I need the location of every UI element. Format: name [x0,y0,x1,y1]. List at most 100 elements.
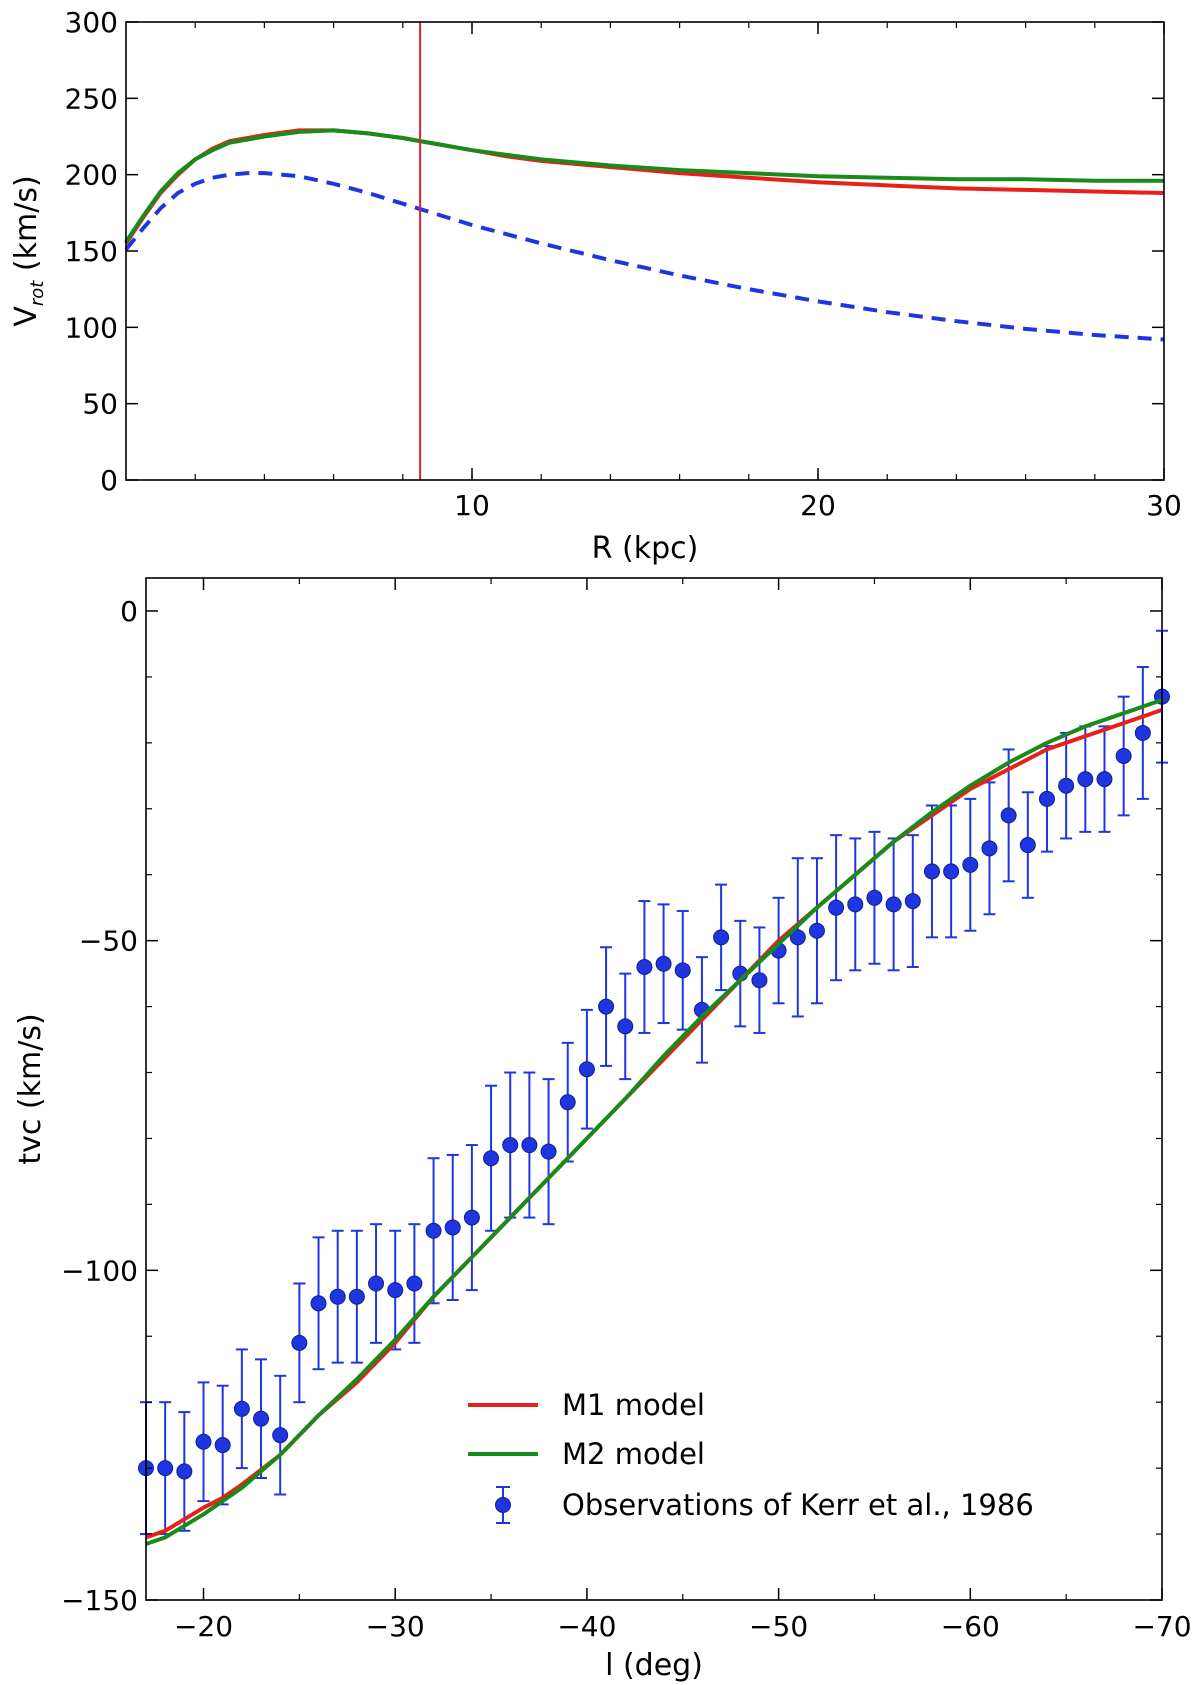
observation-marker [751,972,768,989]
observation-marker [636,959,653,976]
observation-point [1038,745,1055,853]
observation-marker [310,1295,327,1312]
observation-point [617,972,634,1081]
observation-point [502,1071,519,1219]
tvc-panel: −20 −30 −40 −50 −60 −70 0 −50 −100 −150 l (deg) t… [13,577,1192,1683]
observation-marker [502,1137,519,1154]
observation-marker [348,1288,365,1305]
observation-point [808,857,825,1005]
observation-point [329,1229,346,1364]
svg-text:Vrot (km/s): Vrot (km/s) [9,175,48,326]
observation-point [1019,791,1036,899]
observation-marker [713,929,730,946]
observation-marker [1000,807,1017,824]
bottom-y-tick-label: −150 [61,1584,138,1617]
top-x-tick-label: 10 [454,489,490,522]
observation-point [176,1411,193,1532]
observation-marker [425,1222,442,1239]
legend-marker [495,1497,511,1513]
observation-point [559,1041,576,1163]
top-y-axis-title: Vrot (km/s) [9,175,48,326]
observation-marker [847,896,864,913]
observation-marker [674,962,691,979]
observation-marker [1038,790,1055,807]
top-y-tick-label: 150 [65,235,118,268]
observation-point [291,1282,308,1404]
bottom-plot-frame [145,577,1163,1601]
observation-point [425,1157,442,1305]
observation-marker [655,955,672,972]
observation-point [463,1144,480,1292]
bottom-x-tick-label: −20 [174,1610,233,1643]
observation-point [1134,666,1151,800]
observation-marker [1077,771,1094,788]
observation-marker [789,929,806,946]
observation-marker [387,1282,404,1299]
observation-point [195,1381,212,1503]
top-y-tick-label: 200 [65,159,118,192]
top-y-axis-subscript: rot [27,280,48,306]
observation-point [540,1078,557,1226]
top-x-tick-label: 30 [1146,489,1182,522]
observation-point [713,883,730,992]
observation-marker [1134,724,1151,741]
legend-label-m1: M1 model [562,1388,705,1422]
observation-marker [291,1334,308,1351]
observation-marker [444,1219,461,1236]
observation-marker [368,1275,385,1292]
observation-marker [214,1437,231,1454]
bottom-y-axis-title: tvc (km/s) [13,1013,48,1164]
observation-point [674,909,691,1031]
observation-marker [233,1400,250,1417]
observation-point [233,1348,250,1470]
observation-point [387,1229,404,1351]
top-y-tick-label: 300 [65,6,118,39]
observation-point [866,830,883,965]
legend-entry-m1: M1 model [468,1388,705,1422]
observation-marker [483,1150,500,1167]
observation-marker [272,1427,289,1444]
top-series-dashed [124,171,1165,342]
observation-marker [808,922,825,939]
bottom-x-axis-title: l (deg) [605,1648,703,1683]
bottom-y-tick-label: −50 [79,925,138,958]
observation-point [904,834,921,969]
top-y-tick-label: 250 [65,82,118,115]
observation-point [828,834,845,982]
observation-marker [1058,777,1075,794]
observation-point [157,1401,174,1536]
observation-marker [866,889,883,906]
observation-point [272,1374,289,1496]
top-y-tick-label: 0 [100,464,118,497]
observation-marker [406,1275,423,1292]
observation-point [214,1384,231,1506]
legend-entry-m2: M2 model [468,1437,705,1471]
observation-marker [962,856,979,873]
observation-point [406,1223,423,1344]
observation-point [521,1071,538,1219]
observation-point [253,1358,270,1480]
observation-point [636,900,653,1034]
bottom-x-tick-label: −60 [941,1610,1000,1643]
observation-point [598,946,615,1067]
top-x-tick-label: 20 [800,489,836,522]
observation-point [923,804,940,939]
observation-marker [1115,748,1132,765]
observation-marker [253,1410,270,1427]
bottom-x-tick-label: −70 [1132,1610,1191,1643]
observation-point [847,837,864,972]
observation-marker [598,998,615,1015]
observation-point [789,857,806,1018]
observation-marker [885,896,902,913]
observation-marker [617,1018,634,1035]
legend: M1 model M2 model Observations of Kerr e… [468,1388,1034,1524]
observation-point [943,804,960,939]
observation-marker [981,840,998,857]
legend-entry-observations: Observations of Kerr et al., 1986 [495,1486,1034,1524]
legend-label-observations: Observations of Kerr et al., 1986 [562,1488,1034,1522]
observation-marker [540,1143,557,1160]
bottom-y-tick-label: −100 [61,1254,138,1287]
bottom-x-tick-label: −30 [366,1610,425,1643]
observation-marker [943,863,960,880]
